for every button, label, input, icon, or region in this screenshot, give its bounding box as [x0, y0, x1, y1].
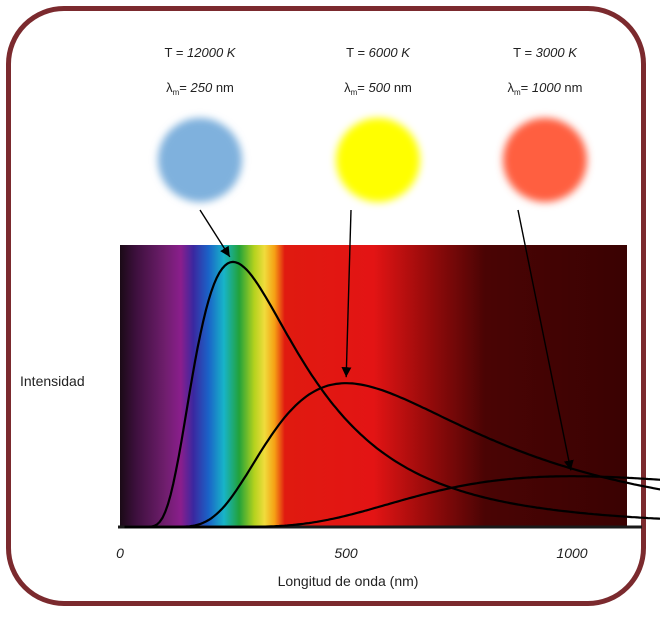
x-tick-label: 500: [334, 545, 358, 561]
peak-wavelength-label-3000: λm= 1000 nm: [508, 80, 583, 97]
arrow-12000: [199, 209, 231, 258]
planck-curve-3000: [124, 475, 660, 529]
temperature-label-6000: T = 6000 K: [346, 45, 411, 60]
arrow-3000: [517, 209, 574, 471]
temperature-label-3000: T = 3000 K: [513, 45, 578, 60]
color-disc-3000: [503, 118, 587, 202]
x-tick-label: 0: [116, 545, 124, 561]
y-axis-label: Intensidad: [20, 373, 85, 389]
temperature-label-12000: T = 12000 K: [165, 45, 237, 60]
x-tick-label: 1000: [556, 545, 587, 561]
peak-wavelength-label-12000: λm= 250 nm: [166, 80, 234, 97]
color-disc-12000: [158, 118, 242, 202]
arrow-6000: [341, 209, 352, 378]
planck-curve-12000: [124, 260, 660, 529]
color-disc-6000: [336, 118, 420, 202]
x-axis-label: Longitud de onda (nm): [278, 573, 419, 589]
planck-curve-6000: [124, 382, 660, 529]
peak-wavelength-label-6000: λm= 500 nm: [344, 80, 412, 97]
